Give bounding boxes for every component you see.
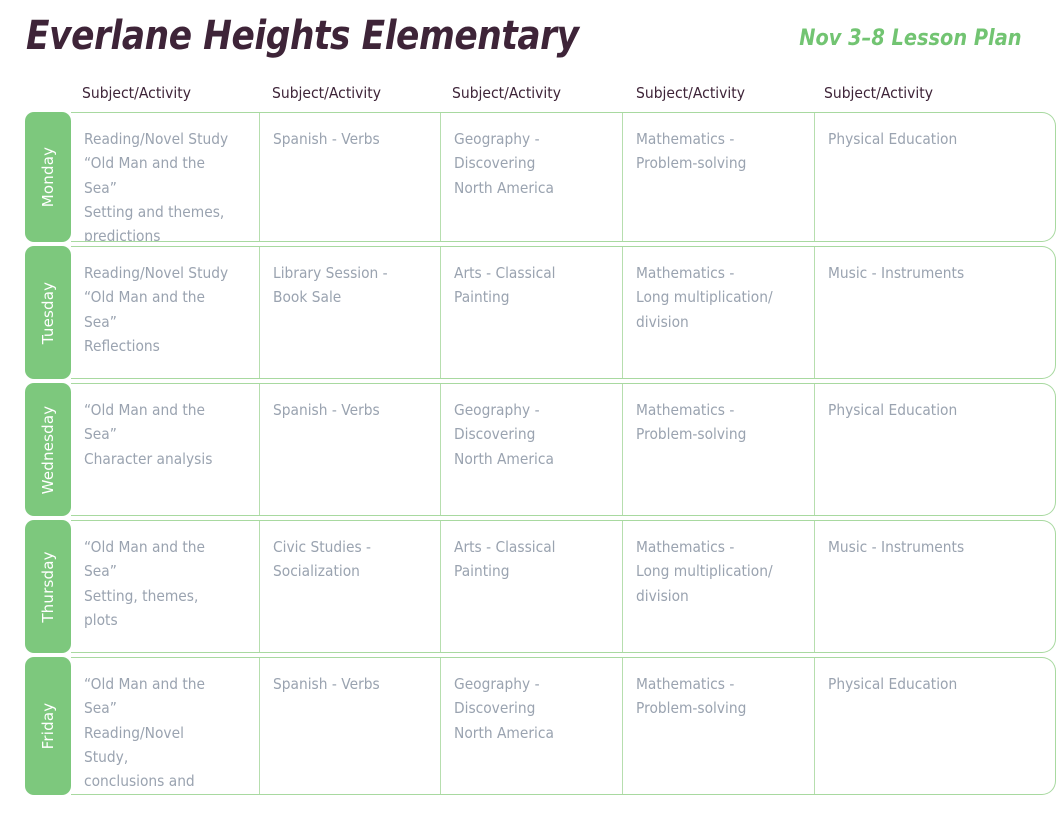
row-card: Reading/Novel Study “Old Man and the Sea… [71, 246, 1056, 379]
day-tab-label: Wednesday [39, 405, 57, 494]
row-card: Reading/Novel Study “Old Man and the Sea… [71, 112, 1056, 242]
cell-monday-col1[interactable]: Reading/Novel Study “Old Man and the Sea… [84, 130, 229, 241]
day-tab-wednesday[interactable]: Wednesday [25, 383, 71, 516]
cell-thursday-col1[interactable]: “Old Man and the Sea” Setting, themes, p… [84, 538, 205, 629]
day-tab-monday[interactable]: Monday [25, 112, 71, 242]
cell-wednesday-col1[interactable]: “Old Man and the Sea” Character analysis [84, 401, 213, 468]
table-row: Thursday “Old Man and the Sea” Setting, … [0, 520, 1056, 653]
lesson-plan-date-range: Nov 3–8 Lesson Plan [799, 26, 1022, 51]
day-tab-tuesday[interactable]: Tuesday [25, 246, 71, 379]
day-tab-friday[interactable]: Friday [25, 657, 71, 795]
cell-tuesday-col3[interactable]: Arts - Classical Painting [440, 247, 622, 378]
page-title: Everlane Heights Elementary [26, 13, 579, 59]
day-tab-label: Friday [39, 702, 57, 750]
cell-friday-col4[interactable]: Mathematics - Problem-solving [622, 658, 814, 794]
cell-thursday-col5[interactable]: Music - Instruments [814, 521, 1055, 652]
cell-tuesday-col1[interactable]: Reading/Novel Study “Old Man and the Sea… [84, 264, 229, 355]
row-card: “Old Man and the Sea” Reading/Novel Stud… [71, 657, 1056, 795]
cell-tuesday-col5[interactable]: Music - Instruments [814, 247, 1055, 378]
column-header-4: Subject/Activity [636, 84, 746, 102]
day-tab-thursday[interactable]: Thursday [25, 520, 71, 653]
column-header-5: Subject/Activity [824, 84, 934, 102]
cell-wednesday-col4[interactable]: Mathematics - Problem-solving [622, 384, 814, 515]
day-tab-label: Monday [39, 146, 57, 208]
cell-monday-col5[interactable]: Physical Education [814, 113, 1055, 241]
cell-wednesday-col5[interactable]: Physical Education [814, 384, 1055, 515]
column-header-row: Subject/Activity Subject/Activity Subjec… [0, 84, 1056, 110]
cell-wednesday-col2[interactable]: Spanish - Verbs [259, 384, 440, 515]
cell-friday-col5[interactable]: Physical Education [814, 658, 1055, 794]
cell-friday-col2[interactable]: Spanish - Verbs [259, 658, 440, 794]
table-row: Wednesday “Old Man and the Sea” Characte… [0, 383, 1056, 516]
cell-monday-col3[interactable]: Geography - Discovering North America [440, 113, 622, 241]
column-header-2: Subject/Activity [272, 84, 382, 102]
cell-monday-col4[interactable]: Mathematics - Problem-solving [622, 113, 814, 241]
row-card: “Old Man and the Sea” Character analysis… [71, 383, 1056, 516]
day-tab-label: Thursday [39, 550, 57, 623]
cell-friday-col3[interactable]: Geography - Discovering North America [440, 658, 622, 794]
cell-tuesday-col2[interactable]: Library Session - Book Sale [259, 247, 440, 378]
column-header-1: Subject/Activity [82, 84, 192, 102]
table-row: Monday Reading/Novel Study “Old Man and … [0, 112, 1056, 242]
column-header-3: Subject/Activity [452, 84, 562, 102]
weekly-timetable: Monday Reading/Novel Study “Old Man and … [0, 112, 1056, 799]
cell-monday-col2[interactable]: Spanish - Verbs [259, 113, 440, 241]
cell-thursday-col2[interactable]: Civic Studies - Socialization [259, 521, 440, 652]
table-row: Tuesday Reading/Novel Study “Old Man and… [0, 246, 1056, 379]
cell-thursday-col4[interactable]: Mathematics - Long multiplication/ divis… [622, 521, 814, 652]
page-header: Everlane Heights Elementary Nov 3–8 Less… [0, 0, 1056, 70]
cell-friday-col1[interactable]: “Old Man and the Sea” Reading/Novel Stud… [84, 675, 205, 791]
cell-thursday-col3[interactable]: Arts - Classical Painting [440, 521, 622, 652]
cell-wednesday-col3[interactable]: Geography - Discovering North America [440, 384, 622, 515]
day-tab-label: Tuesday [39, 281, 57, 344]
cell-tuesday-col4[interactable]: Mathematics - Long multiplication/ divis… [622, 247, 814, 378]
row-card: “Old Man and the Sea” Setting, themes, p… [71, 520, 1056, 653]
table-row: Friday “Old Man and the Sea” Reading/Nov… [0, 657, 1056, 795]
